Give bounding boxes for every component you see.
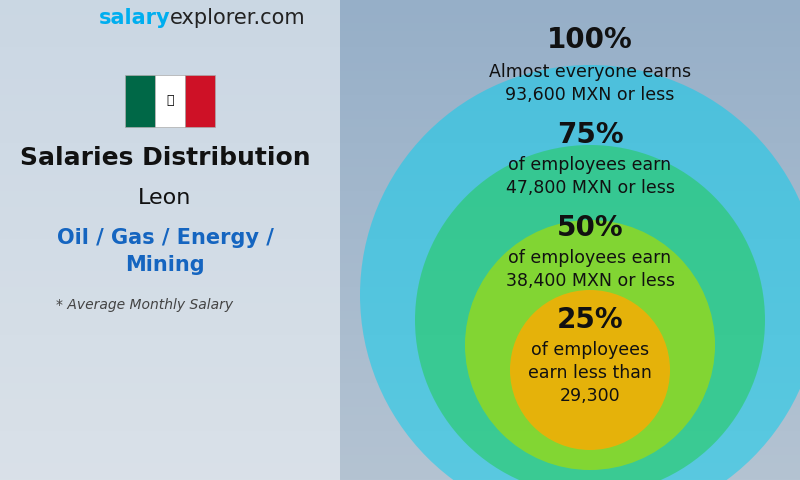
Text: earn less than: earn less than <box>528 364 652 382</box>
Text: 29,300: 29,300 <box>560 387 620 405</box>
Text: 75%: 75% <box>557 121 623 149</box>
Text: 38,400 MXN or less: 38,400 MXN or less <box>506 272 674 290</box>
Bar <box>125 75 155 127</box>
Text: 47,800 MXN or less: 47,800 MXN or less <box>506 179 674 197</box>
Text: Mining: Mining <box>125 255 205 275</box>
Text: 93,600 MXN or less: 93,600 MXN or less <box>506 86 674 104</box>
Text: Almost everyone earns: Almost everyone earns <box>489 63 691 81</box>
Text: 100%: 100% <box>547 26 633 54</box>
Text: salary: salary <box>98 8 170 28</box>
Text: 50%: 50% <box>557 214 623 242</box>
Text: 🦅: 🦅 <box>166 95 174 108</box>
Text: Salaries Distribution: Salaries Distribution <box>20 146 310 170</box>
Text: Oil / Gas / Energy /: Oil / Gas / Energy / <box>57 228 274 248</box>
Text: * Average Monthly Salary: * Average Monthly Salary <box>57 298 234 312</box>
Text: of employees earn: of employees earn <box>509 249 671 267</box>
Ellipse shape <box>360 65 800 480</box>
Text: of employees earn: of employees earn <box>509 156 671 174</box>
Bar <box>185 75 215 127</box>
Text: Leon: Leon <box>138 188 192 208</box>
Text: of employees: of employees <box>531 341 649 359</box>
Text: 25%: 25% <box>557 306 623 334</box>
Bar <box>155 75 185 127</box>
Ellipse shape <box>415 145 765 480</box>
Ellipse shape <box>510 290 670 450</box>
Text: explorer.com: explorer.com <box>170 8 306 28</box>
Ellipse shape <box>465 220 715 470</box>
Bar <box>0 0 340 480</box>
